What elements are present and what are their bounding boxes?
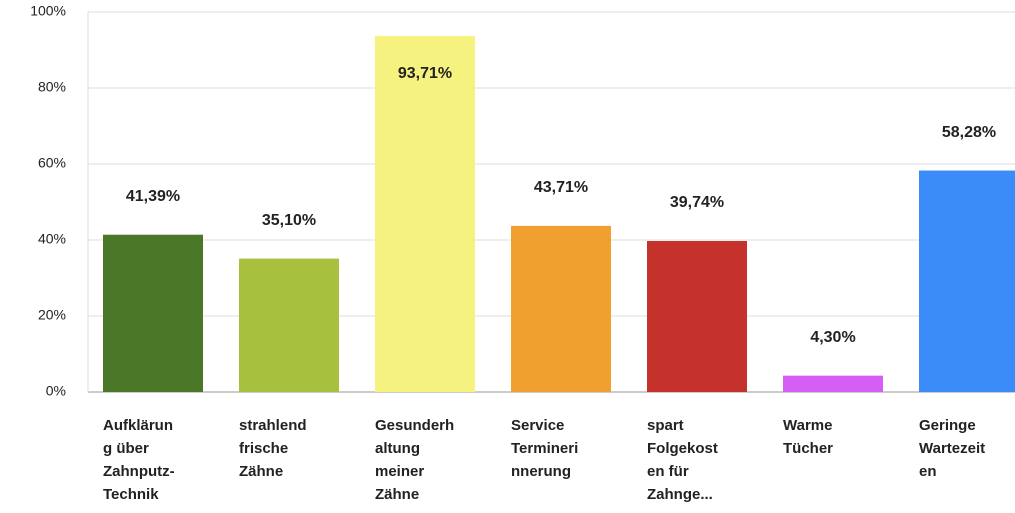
x-tick-label: Zahnge... bbox=[647, 486, 713, 503]
y-tick-label: 40% bbox=[38, 231, 66, 247]
x-tick-label: frische bbox=[239, 440, 288, 457]
x-tick-label: altung bbox=[375, 440, 420, 457]
x-tick-label: Zähne bbox=[239, 463, 283, 480]
value-label: 4,30% bbox=[810, 329, 855, 346]
x-tick-label: Termineri bbox=[511, 440, 578, 457]
bar bbox=[375, 35, 475, 392]
y-tick-label: 20% bbox=[38, 307, 66, 323]
x-tick-label: Zähne bbox=[375, 486, 419, 503]
value-label: 43,71% bbox=[534, 179, 588, 196]
value-label: 93,71% bbox=[398, 65, 452, 82]
bar bbox=[647, 240, 747, 392]
x-tick-label: Zahnputz- bbox=[103, 463, 175, 480]
x-tick-label: en für bbox=[647, 463, 689, 480]
value-label: 35,10% bbox=[262, 212, 316, 229]
x-tick-label: Technik bbox=[103, 486, 159, 503]
x-tick-label: spart bbox=[647, 417, 684, 434]
x-tick-label: Geringe bbox=[919, 417, 976, 434]
y-tick-label: 100% bbox=[30, 3, 66, 19]
x-tick-label: Service bbox=[511, 417, 564, 434]
x-tick-label: nnerung bbox=[511, 463, 571, 480]
y-tick-label: 0% bbox=[46, 383, 66, 399]
x-tick-label: g über bbox=[103, 440, 149, 457]
bar bbox=[239, 258, 339, 392]
value-label: 41,39% bbox=[126, 188, 180, 205]
x-tick-label: Gesunderh bbox=[375, 417, 454, 434]
x-tick-label: meiner bbox=[375, 463, 424, 480]
bar bbox=[103, 234, 203, 392]
x-tick-label: Wartezeit bbox=[919, 440, 985, 457]
bar bbox=[919, 170, 1015, 392]
bar bbox=[511, 225, 611, 392]
x-tick-label: en bbox=[919, 463, 937, 480]
y-tick-label: 80% bbox=[38, 79, 66, 95]
x-tick-label: Tücher bbox=[783, 440, 833, 457]
x-tick-label: Folgekost bbox=[647, 440, 718, 457]
x-tick-label: Aufklärun bbox=[103, 417, 173, 434]
x-tick-label: strahlend bbox=[239, 417, 307, 434]
bar bbox=[783, 375, 883, 392]
x-tick-label: Warme bbox=[783, 417, 832, 434]
y-tick-label: 60% bbox=[38, 155, 66, 171]
value-label: 58,28% bbox=[942, 124, 996, 141]
value-label: 39,74% bbox=[670, 194, 724, 211]
